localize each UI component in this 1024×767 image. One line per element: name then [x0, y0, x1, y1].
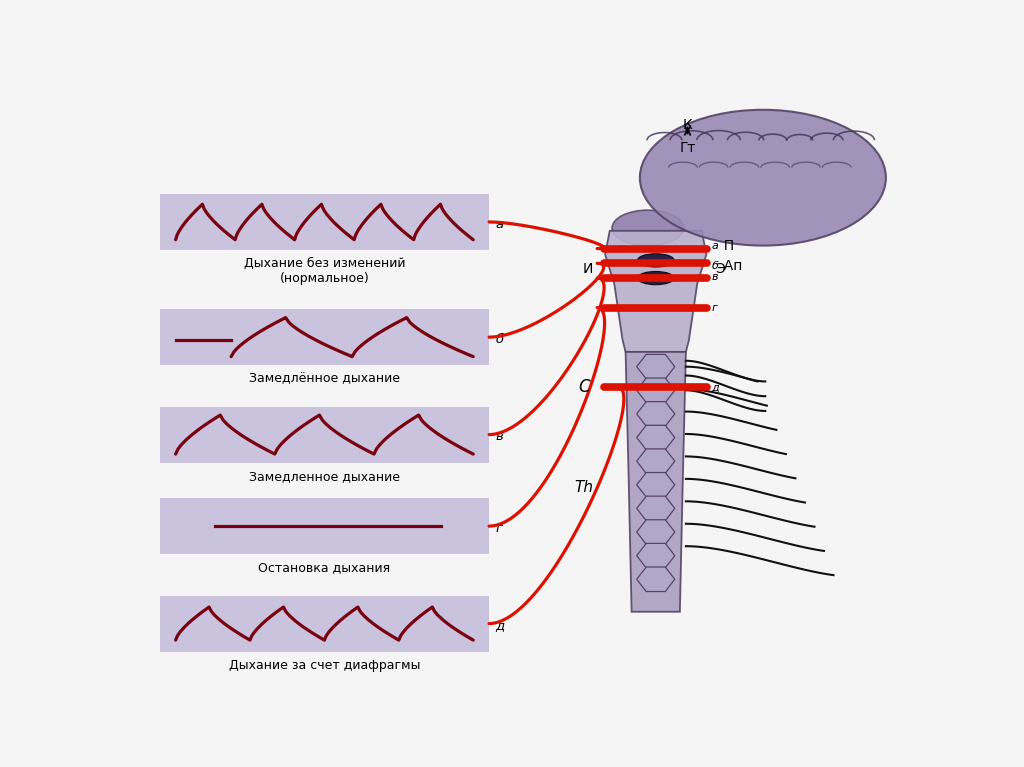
- Text: К: К: [683, 117, 692, 131]
- Text: г: г: [712, 303, 717, 313]
- Text: в: в: [712, 272, 718, 282]
- Text: И: И: [583, 262, 594, 276]
- Text: Замедлённое дыхание: Замедлённое дыхание: [249, 372, 400, 385]
- FancyBboxPatch shape: [160, 194, 489, 250]
- Text: Гт: Гт: [679, 141, 695, 155]
- Text: Остановка дыхания: Остановка дыхания: [258, 561, 390, 574]
- FancyBboxPatch shape: [160, 407, 489, 463]
- Text: а: а: [496, 218, 504, 231]
- Text: C: C: [579, 378, 590, 397]
- FancyBboxPatch shape: [160, 595, 489, 652]
- Text: Э: Э: [715, 262, 725, 276]
- Polygon shape: [605, 231, 707, 352]
- Text: д: д: [712, 382, 719, 393]
- Polygon shape: [626, 352, 686, 612]
- Ellipse shape: [640, 110, 886, 245]
- Ellipse shape: [612, 210, 684, 245]
- Ellipse shape: [638, 272, 674, 285]
- Text: (нормальное): (нормальное): [280, 272, 370, 285]
- Text: Замедленное дыхание: Замедленное дыхание: [249, 469, 400, 482]
- Text: в: в: [496, 430, 503, 443]
- Text: а: а: [712, 241, 718, 251]
- Text: Дыхание без изменений: Дыхание без изменений: [244, 257, 406, 270]
- Text: Ап: Ап: [715, 259, 742, 273]
- Text: б: б: [712, 262, 718, 272]
- Text: П: П: [715, 239, 734, 252]
- FancyBboxPatch shape: [160, 498, 489, 555]
- Text: б: б: [496, 333, 504, 346]
- FancyBboxPatch shape: [160, 309, 489, 365]
- Ellipse shape: [638, 254, 674, 267]
- Text: Th: Th: [574, 480, 594, 495]
- Text: Дыхание за счет диафрагмы: Дыхание за счет диафрагмы: [228, 659, 420, 672]
- Text: д: д: [496, 620, 505, 633]
- Text: г: г: [496, 522, 503, 535]
